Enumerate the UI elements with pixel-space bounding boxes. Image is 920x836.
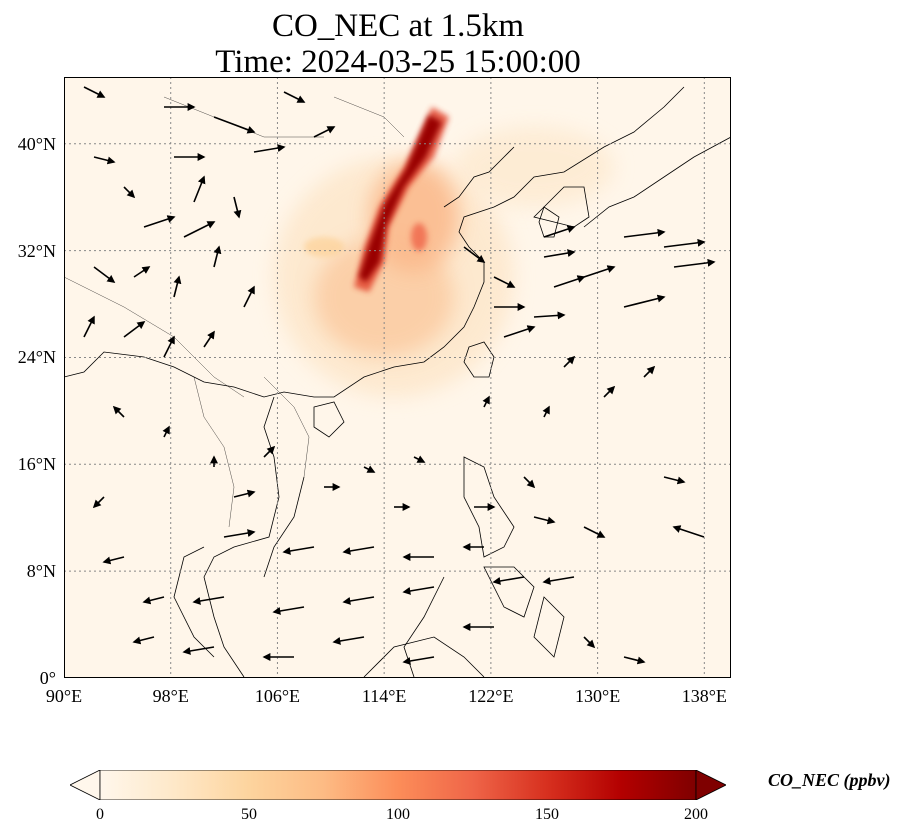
map-border [64,77,731,678]
lat-tick-label: 16°N [17,454,56,475]
colorbar-min-extend [70,770,101,800]
lat-tick-label: 8°N [26,561,56,582]
lon-tick-label: 130°E [574,686,621,706]
colorbar-bar [99,770,697,800]
lon-tick-label: 122°E [468,686,514,706]
lat-tick-label: 40°N [17,133,56,154]
lon-tick-label: 98°E [152,686,189,706]
colorbar-label: CO_NEC (ppbv) [768,770,891,790]
colorbar-max-extend [695,770,726,800]
colorbar-tick-label: 150 [535,806,559,823]
lon-tick-label: 138°E [681,686,727,706]
map-panel [64,77,731,678]
colorbar-tick-label: 100 [386,806,410,823]
lat-tick-label: 24°N [17,347,56,368]
lon-tick-label: 114°E [361,686,407,706]
lon-tick-label: 106°E [254,686,301,706]
colorbar-tick-label: 0 [96,806,104,823]
wind-vectors [83,86,716,665]
title-line-1: CO_NEC at 1.5km [271,8,525,44]
lat-tick-label: 0° [39,668,56,688]
colorbar [70,770,726,800]
colorbar-tick-label: 50 [241,806,257,823]
lat-tick-label: 32°N [17,240,56,261]
title-line-2: Time: 2024-03-25 15:00:00 [215,44,581,80]
colorbar-tick-label: 200 [684,806,708,823]
lon-tick-label: 90°E [45,686,83,706]
gridlines [64,77,731,678]
